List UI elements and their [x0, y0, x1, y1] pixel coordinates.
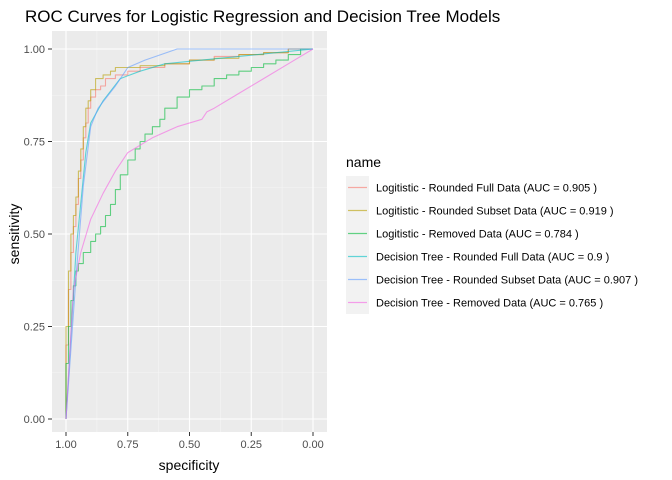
- chart-title: ROC Curves for Logistic Regression and D…: [25, 7, 500, 26]
- roc-curve-4: [65, 48, 314, 420]
- legend-title: name: [346, 154, 381, 170]
- legend-label: Logitistic - Rounded Full Data (AUC = 0.…: [376, 183, 597, 195]
- y-tick-label: 0.25: [24, 322, 45, 334]
- x-tick-label: 0.00: [302, 439, 323, 451]
- x-axis-ticks: 1.00 0.75 0.50 0.25 0.00: [55, 432, 324, 451]
- roc-curves: [65, 48, 314, 420]
- y-axis-ticks: 0.00 0.25 0.50 0.75 1.00: [24, 44, 52, 426]
- y-tick-label: 0.50: [24, 229, 45, 241]
- legend-label: Decision Tree - Rounded Subset Data (AUC…: [376, 275, 638, 287]
- roc-curve-6: [65, 48, 314, 420]
- legend-items: Logitistic - Rounded Full Data (AUC = 0.…: [346, 176, 638, 314]
- x-tick-label: 0.50: [179, 439, 200, 451]
- y-tick-label: 0.00: [24, 414, 45, 426]
- legend: name Logitistic - Rounded Full Data (AUC…: [346, 154, 638, 314]
- roc-curve-5: [65, 48, 313, 420]
- y-tick-label: 0.75: [24, 137, 45, 149]
- legend-label: Logitistic - Removed Data (AUC = 0.784 ): [376, 229, 579, 241]
- x-tick-label: 1.00: [55, 439, 76, 451]
- x-tick-label: 0.75: [117, 439, 138, 451]
- x-axis-title: specificity: [159, 457, 220, 473]
- legend-label: Decision Tree - Rounded Full Data (AUC =…: [376, 252, 609, 264]
- legend-label: Logitistic - Rounded Subset Data (AUC = …: [376, 206, 614, 218]
- legend-label: Decision Tree - Removed Data (AUC = 0.76…: [376, 298, 603, 310]
- y-axis-title: sensitivity: [6, 204, 22, 265]
- x-tick-label: 0.25: [241, 439, 262, 451]
- y-tick-label: 1.00: [24, 44, 45, 56]
